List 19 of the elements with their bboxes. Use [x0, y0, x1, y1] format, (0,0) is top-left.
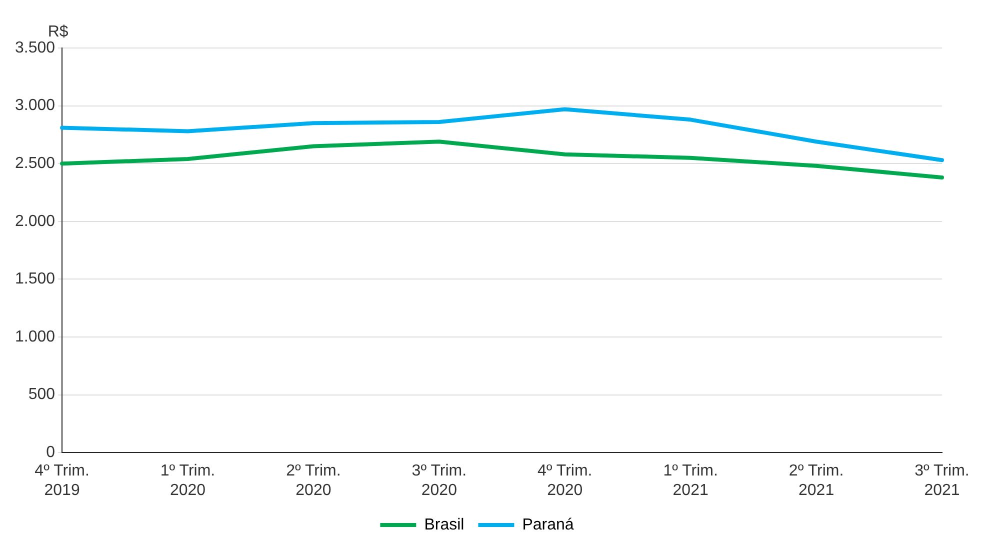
x-tick-label: 4º Trim. 2019: [34, 462, 90, 499]
x-tick-label: 1º Trim. 2021: [663, 462, 718, 499]
x-tick-label: 3º Trim. 2021: [914, 462, 970, 499]
x-tick-label: 3º Trim. 2020: [412, 462, 467, 499]
x-tick-label: 1º Trim. 2020: [160, 462, 216, 499]
x-tick-label: 2º Trim. 2021: [788, 462, 844, 499]
y-tick-label: 1.000: [14, 328, 56, 346]
y-axis-title: R$: [48, 23, 68, 40]
y-tick-label: 0: [46, 444, 56, 462]
y-tick-label: 2.000: [14, 212, 56, 230]
x-tick-label: 4º Trim. 2020: [538, 462, 592, 499]
y-tick-label: 3.000: [14, 97, 56, 114]
x-tick-label: 2º Trim. 2020: [286, 462, 341, 499]
y-tick-label: 1.500: [14, 270, 56, 288]
legend-label: Brasil: [424, 516, 464, 534]
legend-label: Paraná: [522, 516, 574, 534]
y-tick-label: 3.500: [14, 39, 56, 56]
y-tick-label: 500: [28, 386, 56, 404]
y-tick-label: 2.500: [14, 155, 56, 172]
